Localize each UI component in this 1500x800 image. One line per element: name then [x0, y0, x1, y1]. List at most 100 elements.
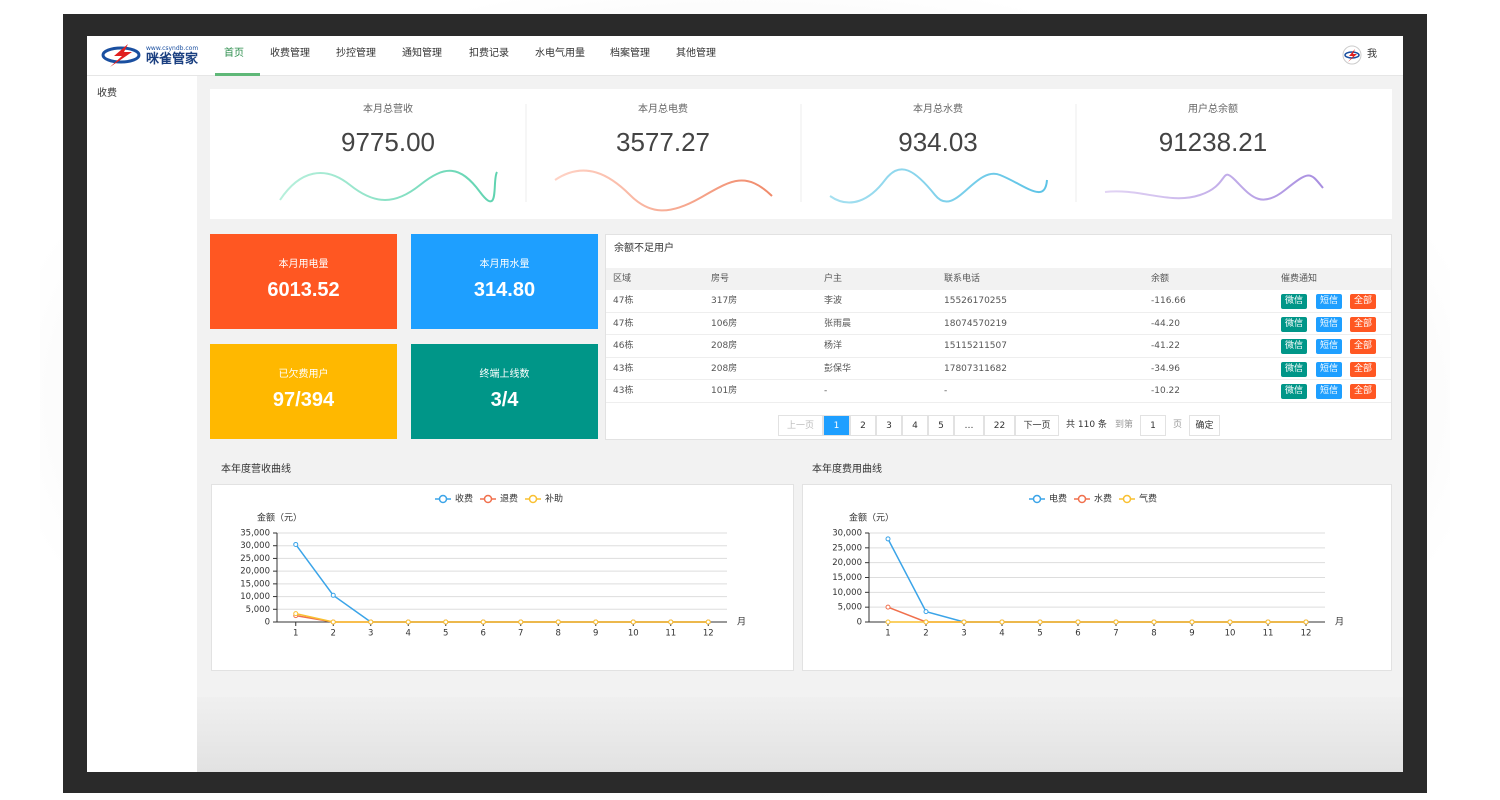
- notify-button[interactable]: 微信: [1281, 339, 1307, 355]
- y-tick-label: 20,000: [832, 558, 862, 568]
- data-point: [293, 541, 299, 547]
- page-number[interactable]: 22: [984, 415, 1015, 436]
- y-tick-label: 25,000: [832, 543, 862, 553]
- table-cell: 101房: [711, 386, 738, 397]
- data-point: [1227, 619, 1233, 625]
- data-point: [480, 619, 486, 625]
- table-row: [606, 290, 1391, 313]
- notify-button[interactable]: 全部: [1350, 384, 1376, 400]
- data-point: [630, 619, 636, 625]
- notify-button[interactable]: 短信: [1316, 339, 1342, 355]
- tile-value: 314.80: [473, 279, 536, 301]
- notify-button[interactable]: 短信: [1316, 316, 1342, 332]
- x-tick-label: 10: [1225, 629, 1236, 639]
- chart-panel: [211, 456, 794, 671]
- legend-label: 电费: [1049, 493, 1067, 505]
- page-number[interactable]: 1: [823, 415, 850, 436]
- y-tick-label: 0: [857, 618, 862, 628]
- table-cell: 彭保华: [824, 363, 852, 374]
- data-point: [1151, 619, 1157, 625]
- table-cell: -44.20: [1151, 318, 1181, 329]
- notify-button[interactable]: 全部: [1350, 316, 1376, 332]
- notify-button[interactable]: 全部: [1350, 294, 1376, 309]
- page-total: 共 110 条: [1066, 420, 1107, 430]
- x-tick-label: 1: [293, 629, 298, 639]
- sidebar-item[interactable]: 收费: [97, 88, 117, 99]
- table-cell: 106房: [711, 318, 738, 329]
- table-cell: 15115211507: [944, 341, 1007, 352]
- nav-item[interactable]: 通知管理: [402, 48, 442, 59]
- notify-button[interactable]: 微信: [1281, 361, 1307, 377]
- page-next[interactable]: 下一页: [1015, 415, 1059, 436]
- logo-icon: [101, 44, 141, 67]
- notify-button[interactable]: 微信: [1281, 294, 1307, 309]
- y-tick-label: 5,000: [246, 605, 270, 615]
- y-axis-label: 金额（元）: [257, 512, 302, 524]
- x-tick-label: 5: [443, 629, 448, 639]
- data-point: [593, 619, 599, 625]
- data-point: [555, 619, 561, 625]
- nav-item[interactable]: 首页: [224, 48, 244, 59]
- x-tick-label: 5: [1037, 629, 1042, 639]
- page-number[interactable]: …: [954, 415, 984, 436]
- data-point: [961, 619, 967, 625]
- notify-button[interactable]: 短信: [1316, 384, 1342, 400]
- stat-value: 934.03: [898, 127, 978, 157]
- notify-button[interactable]: 微信: [1281, 316, 1307, 332]
- series-line: [295, 614, 709, 623]
- x-tick-label: 12: [1301, 629, 1312, 639]
- data-point: [705, 619, 711, 625]
- nav-item[interactable]: 水电气用量: [535, 48, 585, 59]
- nav-item[interactable]: 收费管理: [270, 48, 310, 59]
- data-point: [1037, 619, 1043, 625]
- page-number[interactable]: 4: [902, 415, 928, 436]
- x-tick-label: 8: [1151, 629, 1156, 639]
- nav-item[interactable]: 档案管理: [610, 48, 650, 59]
- nav-item[interactable]: 扣费记录: [469, 48, 509, 59]
- data-point: [1075, 619, 1081, 625]
- notify-button[interactable]: 全部: [1350, 361, 1376, 377]
- user-name[interactable]: 我: [1367, 49, 1377, 60]
- page-confirm[interactable]: 确定: [1189, 415, 1220, 436]
- page-prev[interactable]: 上一页: [778, 415, 823, 436]
- page-goto-label: 到第: [1115, 420, 1134, 430]
- stat-label: 本月总水费: [913, 104, 963, 115]
- notify-button[interactable]: 微信: [1281, 384, 1307, 400]
- chart-panel-header: [802, 456, 1392, 485]
- page-input[interactable]: 1: [1140, 415, 1166, 436]
- logo-name: 咪雀管家: [146, 52, 199, 67]
- page-number[interactable]: 5: [928, 415, 954, 436]
- data-point: [1113, 619, 1119, 625]
- stat-label: 本月总电费: [638, 104, 688, 115]
- series-line: [295, 543, 709, 623]
- chart-title: 本年度营收曲线: [221, 464, 291, 475]
- sparkline: [279, 169, 498, 203]
- notify-button[interactable]: 全部: [1350, 339, 1376, 355]
- table-cell: 张雨晨: [824, 318, 852, 329]
- x-tick-label: 10: [628, 629, 639, 639]
- legend-label: 退费: [500, 493, 518, 505]
- table-header-cell: 房号: [711, 274, 730, 284]
- table-cell: -: [944, 386, 948, 397]
- notify-button[interactable]: 短信: [1316, 361, 1342, 377]
- tile-value: 6013.52: [267, 279, 340, 301]
- legend-label: 气费: [1139, 493, 1157, 505]
- series-line: [295, 612, 709, 623]
- x-tick-label: 4: [999, 629, 1004, 639]
- data-point: [885, 619, 891, 625]
- x-tick-label: 9: [1189, 629, 1194, 639]
- data-point: [885, 604, 891, 610]
- table-row: [606, 335, 1391, 358]
- table-header-cell: 区域: [613, 274, 632, 284]
- table-cell: 47栋: [613, 296, 634, 306]
- nav-item[interactable]: 其他管理: [676, 48, 716, 59]
- notify-button[interactable]: 短信: [1316, 294, 1342, 309]
- page-number[interactable]: 3: [876, 415, 902, 436]
- stat-tile: [411, 234, 598, 329]
- nav-item[interactable]: 抄控管理: [336, 48, 376, 59]
- page-number[interactable]: 2: [850, 415, 876, 436]
- table-header-cell: 联系电话: [944, 274, 981, 284]
- table-title: 余额不足用户: [614, 243, 674, 254]
